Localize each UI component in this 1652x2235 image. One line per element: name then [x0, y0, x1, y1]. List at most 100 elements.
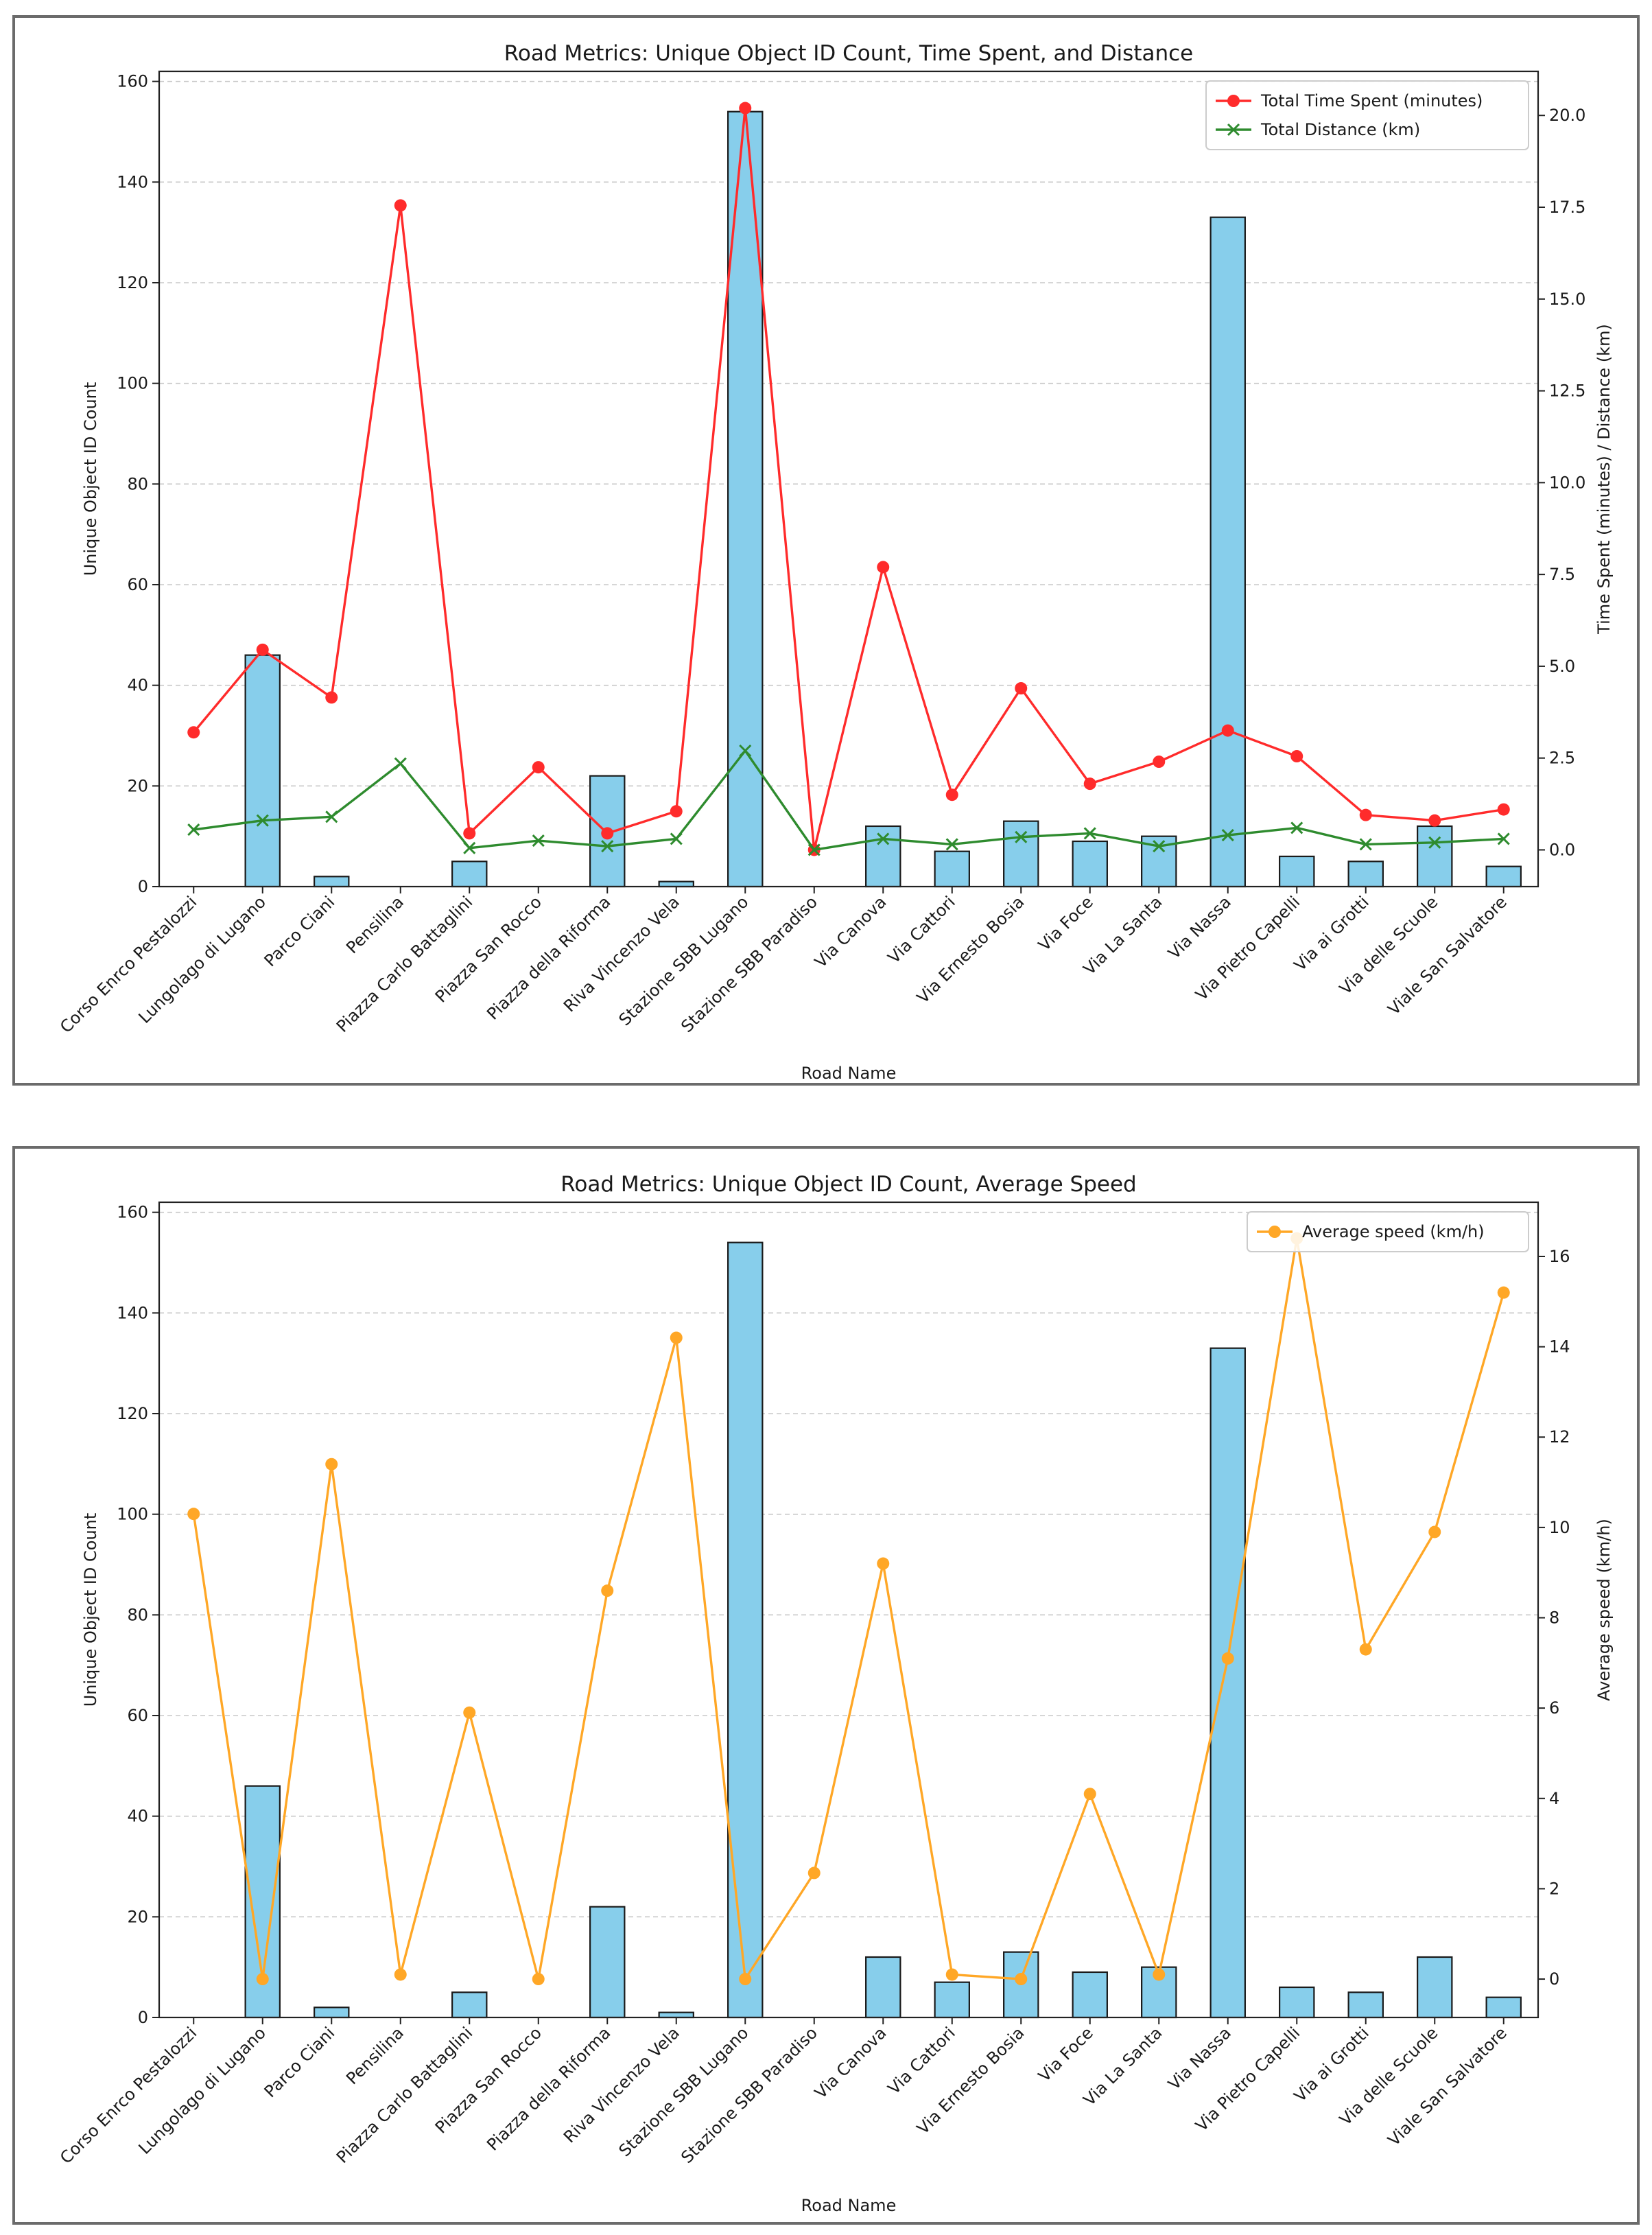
y2-tick-label: 10.0	[1549, 473, 1585, 492]
data-point-x	[394, 757, 407, 770]
data-point-x	[1359, 838, 1372, 851]
y-tick-label: 0	[138, 2008, 148, 2027]
bar	[658, 2011, 694, 2019]
bar	[1417, 1956, 1453, 2019]
bar	[451, 861, 488, 888]
data-point	[256, 1973, 269, 1986]
bar	[244, 654, 281, 888]
x-tick-label: Riva Vincenzo Vela	[560, 2023, 683, 2146]
x-tick-label: Stazione SBB Paradiso	[677, 2023, 821, 2167]
bar	[1485, 1996, 1522, 2019]
y2-tick-label: 6	[1549, 1698, 1559, 1718]
data-point	[463, 827, 476, 840]
y2-tick-label: 2	[1549, 1879, 1559, 1898]
data-point	[325, 691, 338, 704]
bar	[1417, 825, 1453, 888]
legend-box	[1205, 80, 1529, 150]
bar	[1003, 1951, 1039, 2019]
data-point-x	[1153, 840, 1166, 853]
x-tick-label: Corso Enrco Pestalozzi	[56, 2023, 200, 2167]
bar	[1347, 1991, 1384, 2019]
y2-tick-label: 7.5	[1549, 565, 1575, 584]
x-tick-label: Stazione SBB Lugano	[615, 892, 753, 1029]
y-tick-label: 120	[117, 273, 148, 292]
y-tick-label: 20	[127, 776, 148, 795]
data-point-x	[601, 840, 614, 853]
data-point	[1083, 777, 1096, 791]
x-tick-label: Parco Ciani	[261, 2023, 339, 2101]
data-point	[187, 726, 200, 739]
x-tick-label: Via Cattori	[884, 2023, 959, 2098]
bar	[1279, 855, 1315, 888]
x-tick-label: Lungolago di Lugano	[135, 892, 270, 1027]
data-point-x	[1497, 832, 1510, 845]
data-point-x	[463, 841, 476, 854]
y-axis-label: Unique Object ID Count	[81, 382, 100, 576]
y-tick-label: 140	[117, 172, 148, 191]
data-point	[877, 561, 890, 574]
x-tick-label: Lungolago di Lugano	[135, 2023, 270, 2157]
bar	[1210, 1347, 1246, 2019]
y2-tick-label: 12.5	[1549, 382, 1585, 401]
data-point	[601, 827, 614, 840]
y-tick-label: 80	[127, 1605, 148, 1624]
x-tick-label: Pensilina	[342, 892, 408, 957]
data-point	[807, 1867, 821, 1880]
bar	[314, 2006, 350, 2019]
bar	[589, 1906, 626, 2019]
y2-tick-label: 0	[1549, 1969, 1559, 1989]
bar	[451, 1991, 488, 2019]
data-point	[1359, 1643, 1372, 1656]
data-point-x	[807, 843, 821, 856]
data-point	[532, 761, 545, 774]
data-point-x	[532, 834, 545, 847]
data-point	[1015, 682, 1028, 695]
data-point	[1497, 1286, 1510, 1299]
x-tick-label: Piazza Carlo Battaglini	[333, 892, 477, 1036]
data-point-x	[1290, 821, 1303, 834]
data-point-x	[877, 832, 890, 845]
legend-box	[1247, 1211, 1529, 1252]
data-point	[1153, 756, 1166, 769]
data-point-x	[1015, 830, 1028, 843]
y-tick-label: 40	[127, 676, 148, 695]
data-point	[325, 1458, 338, 1471]
bar	[1485, 865, 1522, 888]
y2-tick-label: 17.5	[1549, 198, 1585, 217]
x-tick-label: Pensilina	[342, 2023, 408, 2088]
data-point-x	[1083, 827, 1096, 840]
data-point	[1497, 803, 1510, 816]
x-tick-label: Via Nassa	[1164, 892, 1235, 963]
x-tick-label: Viale San Salvatore	[1384, 2023, 1511, 2149]
x-tick-label: Corso Enrco Pestalozzi	[56, 892, 200, 1036]
series-line	[192, 1237, 1505, 1980]
y2-axis-label: Average speed (km/h)	[1594, 1519, 1614, 1701]
x-tick-label: Piazza Carlo Battaglini	[333, 2023, 477, 2167]
x-tick-label: Stazione SBB Lugano	[615, 2023, 753, 2160]
y2-tick-label: 5.0	[1549, 657, 1575, 676]
chart-title: Road Metrics: Unique Object ID Count, Av…	[560, 1172, 1136, 1197]
bar	[314, 876, 350, 888]
x-tick-label: Stazione SBB Paradiso	[677, 892, 821, 1036]
x-tick-label: Via Cattori	[884, 892, 959, 967]
y-tick-label: 0	[138, 877, 148, 896]
bar	[589, 775, 626, 888]
y2-tick-label: 2.5	[1549, 749, 1575, 768]
legend-label: Average speed (km/h)	[1302, 1222, 1485, 1241]
x-tick-label: Piazza della Riforma	[483, 2023, 614, 2154]
data-point	[1221, 1652, 1234, 1665]
y-tick-label: 160	[117, 72, 148, 91]
y2-tick-label: 14	[1549, 1337, 1570, 1357]
data-point	[670, 1331, 683, 1344]
y-tick-label: 60	[127, 575, 148, 594]
x-tick-label: Via Canova	[811, 2023, 890, 2102]
data-point	[945, 788, 958, 801]
data-point-x	[670, 832, 683, 845]
bar	[934, 1981, 970, 2019]
y2-tick-label: 16	[1549, 1247, 1570, 1266]
data-point	[256, 643, 269, 656]
data-point	[1153, 1968, 1166, 1981]
chart-average-speed: 0 20 40 60 80 100 120 140 160 0 2 4 6 8 10 12 14 16 Corso …	[56, 1172, 1614, 2215]
bar	[1279, 1986, 1315, 2019]
y-tick-label: 100	[117, 374, 148, 393]
